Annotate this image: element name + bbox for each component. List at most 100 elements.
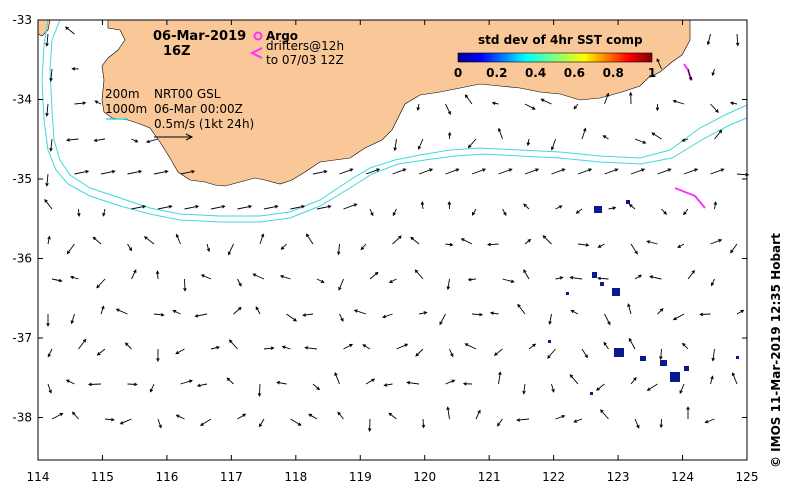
- current-arrow: [388, 278, 397, 283]
- argo-marker-icon: [253, 31, 263, 41]
- current-arrow: [343, 203, 358, 210]
- current-arrow: [339, 168, 354, 175]
- current-arrow: [627, 303, 632, 315]
- current-arrow: [184, 204, 200, 210]
- current-arrow: [47, 383, 52, 394]
- current-arrow: [672, 313, 685, 321]
- current-arrow: [628, 91, 633, 105]
- current-arrow: [447, 201, 452, 210]
- current-arrow: [69, 275, 79, 280]
- x-tick-label: 122: [542, 470, 565, 484]
- current-arrow: [337, 411, 344, 420]
- current-arrow: [388, 412, 397, 420]
- current-arrow: [730, 243, 738, 254]
- current-arrow: [210, 345, 221, 350]
- current-arrow: [336, 243, 341, 256]
- drifters-legend-line1: drifters@12h: [266, 39, 344, 53]
- current-arrow: [634, 274, 643, 280]
- current-vectors: [44, 26, 750, 432]
- x-tick-label: 114: [27, 470, 50, 484]
- current-arrow: [649, 275, 662, 280]
- current-arrow: [683, 208, 689, 216]
- current-arrow: [252, 273, 265, 280]
- colorbar: [457, 52, 653, 63]
- current-arrow: [392, 208, 397, 217]
- current-arrow: [383, 383, 393, 387]
- current-arrow: [200, 274, 212, 280]
- y-tick-label: -38: [12, 411, 32, 425]
- current-arrow: [445, 379, 456, 385]
- current-arrow: [493, 348, 503, 356]
- current-arrow: [679, 383, 685, 395]
- map-date: 06-Mar-2019: [153, 29, 246, 44]
- x-tick-label: 120: [413, 470, 436, 484]
- drifter-marker-icon: [249, 47, 263, 59]
- current-arrow: [131, 204, 147, 210]
- current-arrow: [445, 168, 460, 175]
- current-arrow: [502, 278, 515, 283]
- current-arrow: [475, 409, 481, 420]
- credit-label: © IMOS 11-Mar-2019 12:35 Hobart: [769, 233, 783, 468]
- current-arrow: [155, 270, 160, 280]
- x-tick-label: 118: [284, 470, 307, 484]
- current-arrow: [596, 383, 605, 391]
- current-arrow: [471, 168, 487, 175]
- current-arrow: [302, 313, 314, 317]
- current-arrow: [365, 168, 381, 175]
- current-arrow: [604, 313, 611, 326]
- current-arrow: [416, 103, 421, 111]
- current-arrow: [392, 168, 407, 175]
- current-arrow: [206, 243, 211, 253]
- current-arrow: [491, 101, 499, 106]
- isobath-200-label: 200m: [105, 87, 140, 101]
- current-arrow: [96, 278, 106, 289]
- current-arrow: [362, 344, 371, 350]
- current-arrow: [628, 203, 636, 210]
- current-arrow: [542, 235, 552, 245]
- colorbar-tick-label: 0: [454, 66, 462, 80]
- current-arrow: [581, 127, 587, 140]
- current-arrow: [736, 309, 745, 315]
- current-arrow: [257, 383, 262, 398]
- current-arrow: [281, 345, 291, 350]
- argo-legend-label: Argo: [266, 29, 298, 43]
- current-arrow: [44, 198, 53, 210]
- current-arrow: [49, 138, 53, 152]
- current-arrow: [360, 243, 367, 251]
- current-arrow: [369, 208, 374, 217]
- current-arrow: [316, 204, 332, 210]
- current-arrow: [464, 343, 477, 350]
- current-arrow: [259, 233, 265, 245]
- current-arrow: [634, 138, 647, 144]
- current-arrow: [686, 406, 690, 419]
- current-arrow: [446, 278, 451, 291]
- current-arrow: [555, 205, 563, 210]
- map-time: 16Z: [163, 44, 191, 59]
- colorbar-tick-label: 0.6: [564, 66, 585, 80]
- scale-label: 0.5m/s (1kt 24h): [154, 117, 254, 131]
- current-arrow: [600, 409, 609, 420]
- current-arrow: [462, 382, 473, 386]
- current-arrow: [46, 314, 50, 327]
- current-arrow: [713, 201, 718, 210]
- current-arrow: [656, 58, 662, 70]
- current-arrow: [682, 342, 689, 350]
- current-arrow: [569, 275, 583, 280]
- current-arrow: [528, 343, 537, 350]
- current-arrow: [706, 33, 711, 46]
- current-arrow: [119, 418, 132, 425]
- current-arrow: [77, 208, 81, 218]
- current-arrow: [711, 68, 715, 77]
- current-arrow: [51, 413, 64, 420]
- current-arrow: [522, 383, 526, 395]
- current-arrow: [415, 348, 424, 357]
- current-arrow: [710, 278, 715, 287]
- current-arrow: [677, 243, 685, 248]
- current-arrow: [646, 383, 658, 391]
- x-tick-label: 124: [671, 470, 694, 484]
- current-arrow: [497, 127, 503, 140]
- current-arrow: [93, 138, 106, 143]
- current-arrow: [115, 308, 128, 315]
- current-arrow: [681, 138, 689, 142]
- current-arrow: [471, 312, 484, 317]
